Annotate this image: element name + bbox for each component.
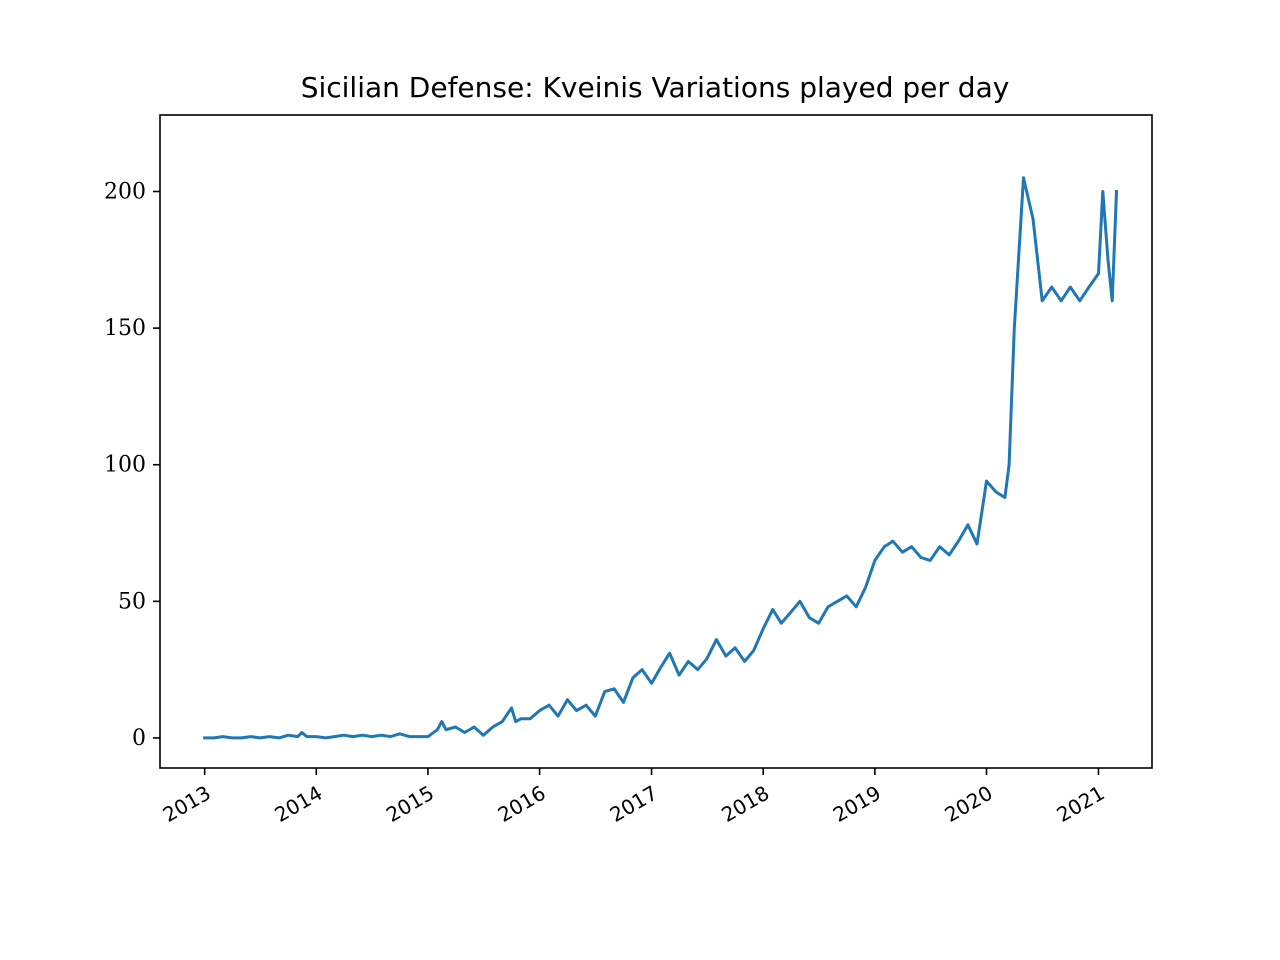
y-tick-label: 100	[104, 453, 146, 478]
y-tick-label: 200	[104, 180, 146, 205]
series-line-0	[203, 176, 1119, 740]
y-tick-label: 150	[104, 316, 146, 341]
series-layer	[203, 176, 1119, 740]
chart-title: Sicilian Defense: Kveinis Variations pla…	[301, 71, 1010, 104]
plot-frame	[159, 114, 1153, 769]
y-tick-label: 50	[118, 589, 146, 614]
y-tick-label: 0	[132, 726, 146, 751]
